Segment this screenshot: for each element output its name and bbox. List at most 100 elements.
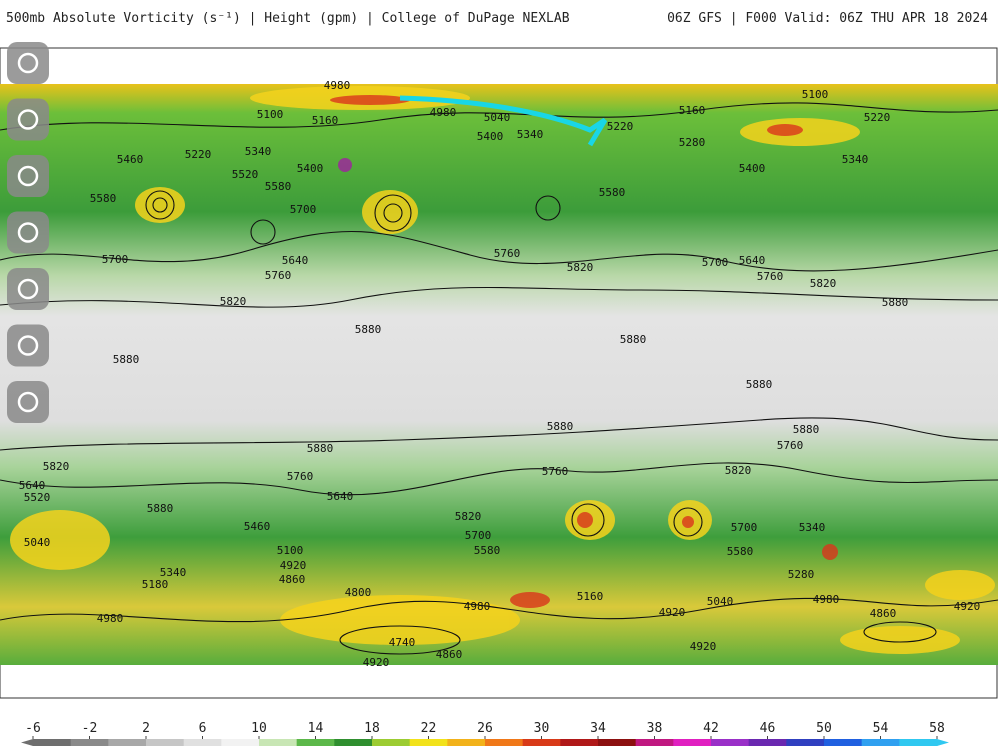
button-icon bbox=[17, 165, 39, 187]
colorbar-tick-label: 42 bbox=[703, 721, 719, 736]
contour-label: 5160 bbox=[312, 114, 339, 127]
contour-label: 5580 bbox=[474, 544, 501, 557]
contour-label: 5220 bbox=[607, 120, 634, 133]
colorbar-tick-label: 6 bbox=[199, 721, 207, 736]
navigate-button[interactable] bbox=[7, 155, 49, 197]
settings-button[interactable] bbox=[7, 98, 49, 141]
contour-label: 5460 bbox=[117, 153, 144, 166]
colorbar-tick-label: 10 bbox=[251, 721, 267, 736]
contour-label: 5700 bbox=[731, 521, 758, 534]
colorbar-tick-label: 30 bbox=[534, 721, 550, 736]
button-icon bbox=[17, 278, 39, 300]
contour-label: 5400 bbox=[477, 130, 504, 143]
contour-label: 4860 bbox=[870, 607, 897, 620]
contour-label: 5820 bbox=[810, 277, 837, 290]
map-title: 500mb Absolute Vorticity (s⁻¹) | Height … bbox=[6, 11, 570, 26]
contour-label: 5340 bbox=[160, 566, 187, 579]
help-button[interactable] bbox=[7, 211, 49, 254]
contour-label: 5580 bbox=[265, 180, 292, 193]
contour-label: 5040 bbox=[24, 536, 51, 549]
colorbar-swatch bbox=[70, 739, 109, 746]
colorbar-left-arrow bbox=[21, 739, 33, 746]
colorbar-right-arrow bbox=[937, 739, 949, 746]
vorticity-field bbox=[0, 84, 998, 665]
annotation-arrow bbox=[399, 95, 608, 147]
colorbar-swatch bbox=[673, 739, 712, 746]
colorbar-tick-label: 38 bbox=[647, 721, 663, 736]
button-icon bbox=[17, 52, 39, 74]
contour-label: 5700 bbox=[102, 253, 129, 266]
contour-label: 5760 bbox=[542, 465, 569, 478]
colorbar-swatch bbox=[372, 739, 411, 746]
contour-label: 5460 bbox=[244, 520, 271, 533]
valid-time: 06Z GFS | F000 Valid: 06Z THU APR 18 202… bbox=[667, 11, 988, 26]
contour-label: 5340 bbox=[517, 128, 544, 141]
contour-label: 5100 bbox=[802, 88, 829, 101]
colorbar-swatch bbox=[560, 739, 599, 746]
colorbar-tick-label: 58 bbox=[929, 721, 945, 736]
contour-label: 4980 bbox=[430, 106, 457, 119]
contour-label: 5640 bbox=[327, 490, 354, 503]
contour-label: 5760 bbox=[265, 269, 292, 282]
contour-label: 5100 bbox=[257, 108, 284, 121]
info-button[interactable] bbox=[7, 268, 49, 310]
colorbar-tick-label: 18 bbox=[364, 721, 380, 736]
contour-label: 5100 bbox=[277, 544, 304, 557]
colorbar-swatch bbox=[485, 739, 524, 746]
contour-label: 5520 bbox=[24, 491, 51, 504]
contour-label: 4860 bbox=[279, 573, 306, 586]
colorbar-swatch bbox=[861, 739, 900, 746]
contour-label: 4920 bbox=[659, 606, 686, 619]
contour-label: 5160 bbox=[577, 590, 604, 603]
colorbar: -6 -2 2 6 10 14 18 22 26 30 34 38 42 46 50 54 58 bbox=[21, 721, 949, 746]
colorbar-swatch bbox=[899, 739, 938, 746]
vorticity-blobs bbox=[10, 86, 995, 654]
contour-label: 5880 bbox=[746, 378, 773, 391]
colorbar-swatch bbox=[221, 739, 260, 746]
button-icon bbox=[17, 109, 39, 130]
contour-label: 5220 bbox=[864, 111, 891, 124]
colorbar-tick-label: 54 bbox=[873, 721, 889, 736]
colorbar-swatch bbox=[108, 739, 147, 746]
contour-label: 5340 bbox=[245, 145, 272, 158]
colorbar-swatch bbox=[33, 739, 72, 746]
colorbar-tick-label: 2 bbox=[142, 721, 150, 736]
colorbar-swatch bbox=[711, 739, 750, 746]
contour-label: 4920 bbox=[363, 656, 390, 669]
toolbar bbox=[7, 42, 49, 423]
contour-label: 4980 bbox=[324, 79, 351, 92]
contour-label: 5820 bbox=[725, 464, 752, 477]
contour-label: 4860 bbox=[436, 648, 463, 661]
colorbar-swatch bbox=[447, 739, 486, 746]
contour-label: 5820 bbox=[220, 295, 247, 308]
contour-label: 5880 bbox=[355, 323, 382, 336]
contour-label: 5040 bbox=[484, 111, 511, 124]
colorbar-tick-label: 46 bbox=[760, 721, 776, 736]
colorbar-tick-label: -6 bbox=[25, 721, 41, 736]
colorbar-swatch bbox=[146, 739, 185, 746]
height-contours bbox=[0, 102, 998, 655]
colorbar-swatch bbox=[409, 739, 448, 746]
button-icon bbox=[17, 222, 39, 243]
contour-label: 5580 bbox=[599, 186, 626, 199]
contour-label: 5760 bbox=[757, 270, 784, 283]
contour-label: 5640 bbox=[19, 479, 46, 492]
colorbar-tick-label: 34 bbox=[590, 721, 606, 736]
contour-label: 5700 bbox=[290, 203, 317, 216]
download-button[interactable] bbox=[7, 381, 49, 423]
contour-label: 5640 bbox=[739, 254, 766, 267]
colorbar-tick-label: 14 bbox=[308, 721, 324, 736]
colorbar-swatch bbox=[334, 739, 373, 746]
contour-label: 4980 bbox=[813, 593, 840, 606]
map-button[interactable] bbox=[7, 42, 49, 84]
share-button[interactable] bbox=[7, 324, 49, 367]
contour-label: 5220 bbox=[185, 148, 212, 161]
button-icon bbox=[17, 391, 39, 413]
contour-label: 5340 bbox=[799, 521, 826, 534]
button-icon bbox=[17, 335, 39, 356]
contour-label: 5160 bbox=[679, 104, 706, 117]
colorbar-tick-label: 26 bbox=[477, 721, 493, 736]
contour-label: 4740 bbox=[389, 636, 416, 649]
colorbar-swatch bbox=[522, 739, 561, 746]
